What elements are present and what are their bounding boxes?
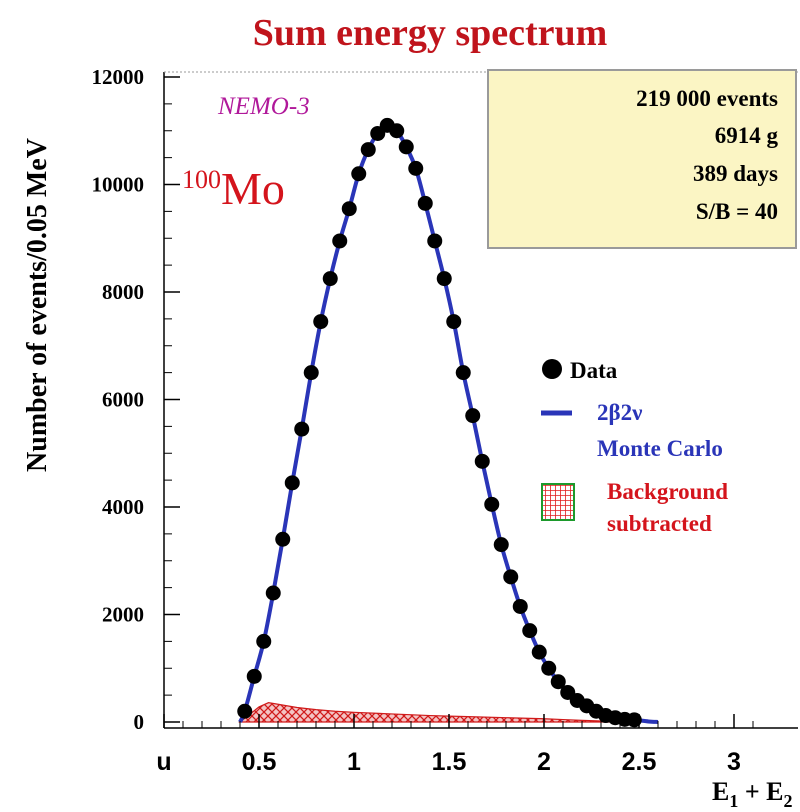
- data-point: [550, 674, 566, 690]
- data-point: [398, 139, 414, 155]
- data-point: [465, 408, 481, 424]
- data-point: [303, 365, 319, 381]
- data-point: [275, 531, 291, 547]
- data-point: [332, 233, 348, 249]
- data-point: [626, 712, 642, 728]
- x-tick-label: 3: [727, 748, 741, 776]
- data-point: [256, 633, 272, 649]
- data-point: [427, 233, 443, 249]
- data-point: [484, 496, 500, 512]
- legend-background-marker: [541, 483, 575, 521]
- data-point: [313, 314, 329, 330]
- data-point: [503, 569, 519, 585]
- experiment-label: NEMO-3: [217, 93, 310, 120]
- legend-monte-carlo-label-line2: Monte Carlo: [597, 436, 723, 461]
- y-tick-label: 2000: [102, 603, 144, 627]
- data-point: [522, 623, 538, 639]
- x-tick-label: 2.5: [622, 748, 657, 776]
- data-point: [294, 421, 310, 437]
- series-data-points: [237, 117, 642, 728]
- data-point: [360, 142, 376, 158]
- x-axis-label-e: E: [712, 777, 729, 806]
- legend-background-label-line1: Background: [607, 479, 728, 504]
- legend-data-marker: [542, 359, 562, 379]
- data-point: [474, 453, 490, 469]
- data-point: [351, 166, 367, 182]
- data-point: [389, 123, 405, 139]
- data-point: [417, 195, 433, 211]
- info-signal-to-background: S/B = 40: [696, 199, 778, 224]
- data-point: [322, 271, 338, 287]
- info-box: 219 000 events 6914 g 389 days S/B = 40: [487, 69, 797, 249]
- y-tick-label: 10000: [92, 173, 145, 197]
- legend-monte-carlo-label-line1: 2β2ν: [597, 400, 642, 425]
- info-events: 219 000 events: [636, 86, 778, 111]
- data-point: [512, 598, 528, 614]
- y-axis: 0 2000 4000 6000 8000 10000 12000: [92, 65, 180, 734]
- info-mass: 6914 g: [715, 123, 779, 148]
- x-axis-label-sub2: 2: [784, 791, 793, 811]
- isotope-label: 100Mo: [182, 163, 285, 214]
- data-point: [284, 475, 300, 491]
- data-point: [265, 585, 281, 601]
- x-axis-label-plus: + E: [738, 777, 783, 806]
- series-background-area: [238, 702, 640, 723]
- isotope-element: Mo: [221, 163, 285, 214]
- info-days: 389 days: [693, 161, 778, 186]
- data-point: [246, 668, 262, 684]
- x-axis: u 0.5 1 1.5 2 2.5 3: [156, 714, 754, 776]
- chart-title: Sum energy spectrum: [253, 12, 608, 54]
- y-tick-label: 8000: [102, 280, 144, 304]
- data-point: [436, 271, 452, 287]
- data-point: [446, 314, 462, 330]
- data-point: [493, 537, 509, 553]
- data-point: [237, 703, 253, 719]
- x-tick-label: 0.5: [242, 748, 277, 776]
- data-point: [408, 160, 424, 176]
- legend-data-label: Data: [570, 358, 618, 383]
- data-point: [541, 660, 557, 676]
- data-point: [341, 201, 357, 217]
- info-box-background: [487, 69, 797, 249]
- legend: Data 2β2ν Monte Carlo Background subtrac…: [541, 358, 728, 536]
- x-tick-label: 2: [537, 748, 551, 776]
- y-tick-label: 6000: [102, 388, 144, 412]
- data-point: [455, 365, 471, 381]
- legend-background-label-line2: subtracted: [607, 511, 712, 536]
- data-point: [531, 644, 547, 660]
- y-axis-label: Number of events/0.05 MeV: [22, 138, 53, 472]
- x-axis-label: E1 + E2: [712, 777, 793, 811]
- y-tick-label: 12000: [92, 65, 145, 89]
- x-tick-label: u: [156, 748, 171, 776]
- y-tick-label: 4000: [102, 495, 144, 519]
- x-tick-label: 1: [347, 748, 361, 776]
- x-axis-label-sub1: 1: [729, 791, 738, 811]
- x-tick-label: 1.5: [432, 748, 467, 776]
- y-tick-label: 0: [134, 710, 145, 734]
- isotope-mass-number: 100: [182, 165, 221, 194]
